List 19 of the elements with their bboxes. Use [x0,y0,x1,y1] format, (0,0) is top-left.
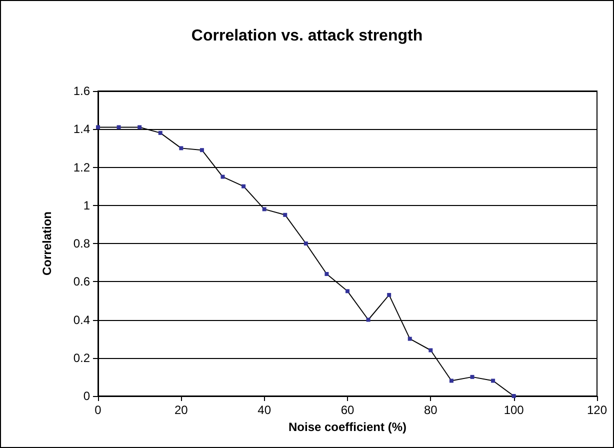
x-tick-label: 60 [340,403,354,417]
y-tick-label: 1.6 [73,84,90,98]
y-axis-title: Correlation [40,211,54,276]
x-tick-label: 80 [424,403,438,417]
x-tick-label: 20 [174,403,188,417]
y-tick-label: 1 [83,198,90,212]
x-tick-label: 40 [258,403,272,417]
x-axis-title: Noise coefficient (%) [288,420,407,434]
x-tick-label: 100 [504,403,524,417]
chart-title: Correlation vs. attack strength [191,28,423,44]
y-tick-label: 0.4 [73,312,90,327]
y-tick-label: 1.4 [73,122,90,136]
x-tick-label: 120 [586,403,608,417]
y-tick-label: 1.2 [73,160,90,174]
y-tick-label: 0.8 [73,236,90,250]
y-tick-label: 0.6 [73,274,90,289]
y-tick-label: 0.2 [73,350,90,365]
x-tick-label: 0 [94,403,102,417]
y-tick-label: 0 [83,389,90,403]
